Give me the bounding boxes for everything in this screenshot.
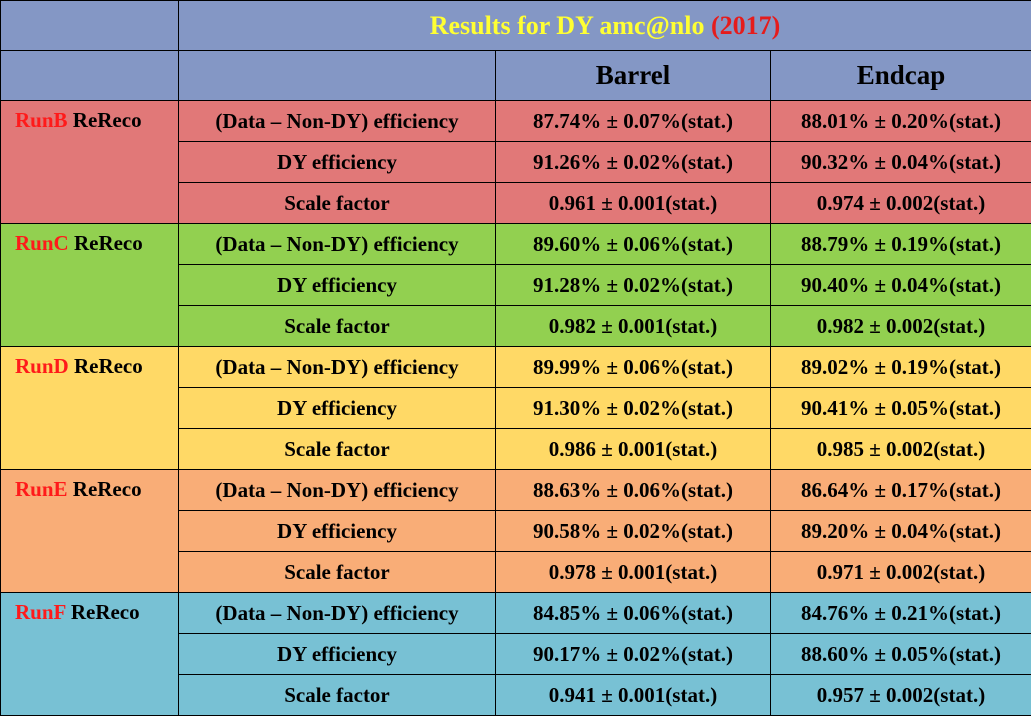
row-label: (Data – Non-DY) efficiency <box>178 100 496 142</box>
run-name: RunD <box>15 354 69 378</box>
row-label: Scale factor <box>178 674 496 716</box>
row-label: Scale factor <box>178 551 496 593</box>
run-label-cell: RunF ReReco <box>0 592 179 716</box>
run-name: RunC <box>15 231 69 255</box>
table-row: RunD ReReco (Data – Non-DY) efficiency 89.… <box>0 346 1031 470</box>
title-row: Results for DY amc@nlo (2017) <box>0 0 1031 51</box>
header-row: Barrel Endcap <box>0 50 1031 101</box>
row-label: (Data – Non-DY) efficiency <box>178 346 496 388</box>
run-suffix: ReReco <box>68 231 143 255</box>
run-suffix: ReReco <box>67 477 142 501</box>
barrel-value-cell: 88.63% ± 0.06%(stat.) <box>495 469 771 511</box>
barrel-header-label: Barrel <box>595 60 671 90</box>
barrel-value-cell: 90.58% ± 0.02%(stat.) <box>495 510 771 552</box>
endcap-value-cell: 89.20% ± 0.04%(stat.) <box>770 510 1031 552</box>
endcap-value-cell: 90.32% ± 0.04%(stat.) <box>770 141 1031 183</box>
barrel-value-cell: 0.978 ± 0.001(stat.) <box>495 551 771 593</box>
barrel-value-cell: 0.986 ± 0.001(stat.) <box>495 428 771 470</box>
table-row: Scale factor 0.982 ± 0.001(stat.) 0.982 ± … <box>0 305 1031 347</box>
row-label: (Data – Non-DY) efficiency <box>178 469 496 511</box>
row-label: DY efficiency <box>178 510 496 552</box>
row-label: Scale factor <box>178 428 496 470</box>
run-suffix: ReReco <box>68 354 143 378</box>
barrel-value-cell: 91.26% ± 0.02%(stat.) <box>495 141 771 183</box>
table-title: Results for DY amc@nlo (2017) <box>178 0 1031 51</box>
header-blank-cell <box>178 50 496 101</box>
endcap-value-cell: 0.957 ± 0.002(stat.) <box>770 674 1031 716</box>
barrel-value-cell: 0.961 ± 0.001(stat.) <box>495 182 771 224</box>
endcap-value-cell: 89.02% ± 0.19%(stat.) <box>770 346 1031 388</box>
table-row: RunC ReReco (Data – Non-DY) efficiency 89.… <box>0 223 1031 347</box>
row-label: Scale factor <box>178 305 496 347</box>
endcap-value-cell: 86.64% ± 0.17%(stat.) <box>770 469 1031 511</box>
barrel-value-cell: 0.941 ± 0.001(stat.) <box>495 674 771 716</box>
run-label-cell: RunB ReReco <box>0 100 179 224</box>
run-name: RunB <box>15 108 68 132</box>
barrel-value-cell: 89.99% ± 0.06%(stat.) <box>495 346 771 388</box>
run-label-cell: RunE ReReco <box>0 469 179 593</box>
barrel-value-cell: 91.30% ± 0.02%(stat.) <box>495 387 771 429</box>
row-label: DY efficiency <box>178 264 496 306</box>
endcap-value-cell: 88.79% ± 0.19%(stat.) <box>770 223 1031 265</box>
run-label-cell: RunD ReReco <box>0 346 179 470</box>
endcap-value-cell: 88.01% ± 0.20%(stat.) <box>770 100 1031 142</box>
barrel-value-cell: 0.982 ± 0.001(stat.) <box>495 305 771 347</box>
table-row: RunB ReReco (Data – Non-DY) efficiency 87.… <box>0 100 1031 224</box>
run-label-cell: RunC ReReco <box>0 223 179 347</box>
row-label: (Data – Non-DY) efficiency <box>178 592 496 634</box>
endcap-value-cell: 0.982 ± 0.002(stat.) <box>770 305 1031 347</box>
row-label: DY efficiency <box>178 141 496 183</box>
endcap-value-cell: 0.985 ± 0.002(stat.) <box>770 428 1031 470</box>
endcap-value-cell: 88.60% ± 0.05%(stat.) <box>770 633 1031 675</box>
barrel-value-cell: 91.28% ± 0.02%(stat.) <box>495 264 771 306</box>
table-row: Scale factor 0.961 ± 0.001(stat.) 0.974 ± … <box>0 182 1031 224</box>
endcap-value-cell: 0.974 ± 0.002(stat.) <box>770 182 1031 224</box>
row-label: Scale factor <box>178 182 496 224</box>
run-suffix: ReReco <box>67 108 142 132</box>
corner-cell <box>0 50 179 101</box>
barrel-value-cell: 89.60% ± 0.06%(stat.) <box>495 223 771 265</box>
barrel-value-cell: 87.74% ± 0.07%(stat.) <box>495 100 771 142</box>
endcap-header-label: Endcap <box>856 60 946 90</box>
row-label: (Data – Non-DY) efficiency <box>178 223 496 265</box>
endcap-value-cell: 90.41% ± 0.05%(stat.) <box>770 387 1031 429</box>
corner-cell-top <box>0 0 179 51</box>
column-header-barrel: Barrel <box>495 50 771 101</box>
table-row: RunE ReReco (Data – Non-DY) efficiency 88.… <box>0 469 1031 593</box>
row-label: DY efficiency <box>178 633 496 675</box>
run-suffix: ReReco <box>65 600 140 624</box>
endcap-value-cell: 84.76% ± 0.21%(stat.) <box>770 592 1031 634</box>
run-name: RunF <box>15 600 66 624</box>
run-name: RunE <box>15 477 68 501</box>
title-year: (2017) <box>710 10 781 40</box>
barrel-value-cell: 84.85% ± 0.06%(stat.) <box>495 592 771 634</box>
endcap-value-cell: 0.971 ± 0.002(stat.) <box>770 551 1031 593</box>
barrel-value-cell: 90.17% ± 0.02%(stat.) <box>495 633 771 675</box>
endcap-value-cell: 90.40% ± 0.04%(stat.) <box>770 264 1031 306</box>
column-header-endcap: Endcap <box>770 50 1031 101</box>
table-row: DY efficiency 90.17% ± 0.02%(stat.) 88.60%… <box>0 633 1031 675</box>
row-label: DY efficiency <box>178 387 496 429</box>
table-row: RunF ReReco (Data – Non-DY) efficiency 84.… <box>0 592 1031 716</box>
title-prefix: Results for DY amc@nlo <box>429 10 711 40</box>
